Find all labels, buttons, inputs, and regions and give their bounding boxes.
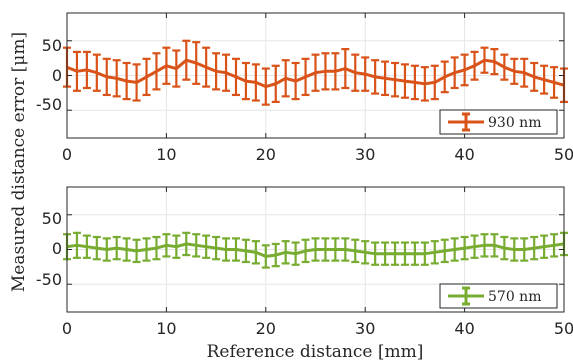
x-tick-label: 30 xyxy=(355,145,375,164)
legend-label: 570 nm xyxy=(488,289,541,305)
x-tick-label: 40 xyxy=(454,319,474,338)
x-axis-title: Reference distance [mm] xyxy=(207,342,424,362)
x-tick-label: 50 xyxy=(554,319,573,338)
top-ticks xyxy=(66,13,565,138)
x-tick-label: 30 xyxy=(355,319,375,338)
x-tick-label: 10 xyxy=(156,319,176,338)
bottom-x-tick-labels: 0 10 20 30 40 50 xyxy=(62,319,573,338)
top-y-tick-labels: 50 0 -50 xyxy=(36,36,62,114)
x-tick-label: 0 xyxy=(62,319,72,338)
y-tick-label: 50 xyxy=(42,36,62,55)
x-tick-label: 20 xyxy=(256,319,276,338)
x-tick-label: 0 xyxy=(62,145,72,164)
y-tick-label: -50 xyxy=(36,95,62,114)
top-legend: 930 nm xyxy=(439,109,558,135)
bottom-legend: 570 nm xyxy=(439,283,558,309)
y-tick-label: 0 xyxy=(52,66,62,85)
legend-box xyxy=(439,109,558,135)
y-tick-label: -50 xyxy=(36,270,62,289)
top-x-tick-labels: 0 10 20 30 40 50 xyxy=(62,145,573,164)
bottom-series-line xyxy=(66,242,565,258)
x-tick-label: 20 xyxy=(256,145,276,164)
bottom-y-tick-labels: 50 0 -50 xyxy=(36,209,62,289)
bottom-panel: 0 10 20 30 40 50 50 0 -50 570 nm xyxy=(36,186,573,338)
x-tick-label: 10 xyxy=(156,145,176,164)
legend-label: 930 nm xyxy=(488,115,541,131)
top-panel: 0 10 20 30 40 50 50 0 -50 930 nm xyxy=(36,12,573,164)
bottom-ticks xyxy=(66,187,565,312)
x-tick-label: 40 xyxy=(454,145,474,164)
y-tick-label: 0 xyxy=(52,239,62,258)
x-tick-label: 50 xyxy=(554,145,573,164)
y-tick-label: 50 xyxy=(42,209,62,228)
top-series-line xyxy=(66,58,565,89)
y-axis-title: Measured distance error [μm] xyxy=(9,32,29,292)
